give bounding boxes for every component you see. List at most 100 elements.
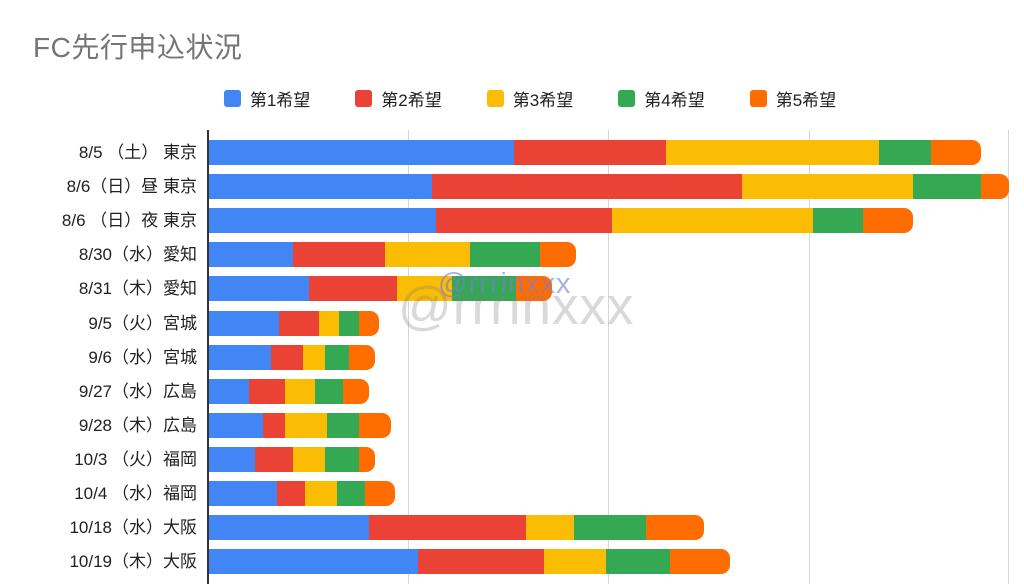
bar-row xyxy=(209,379,1011,404)
category-label: 8/6（日）昼 東京 xyxy=(66,177,197,196)
bar-segment xyxy=(279,311,320,336)
bar-segment xyxy=(930,140,981,165)
bar-row xyxy=(209,174,1011,199)
bar-segment xyxy=(325,345,350,370)
bar-segment xyxy=(209,311,280,336)
bar-segment xyxy=(612,208,813,233)
bar-segment xyxy=(469,242,540,267)
bar-segment xyxy=(209,413,264,438)
bar-segment xyxy=(431,174,743,199)
bar-segment xyxy=(249,379,286,404)
bar-segment xyxy=(573,515,647,540)
bar-row xyxy=(209,276,1011,301)
bar-segment xyxy=(309,276,398,301)
category-labels: 8/5 （土） 東京 8/6（日）昼 東京 8/6 （日）夜 東京 8/30（水）愛知… xyxy=(0,130,197,584)
legend-item-1: 第1希望 xyxy=(223,86,311,111)
bar-segment xyxy=(327,413,360,438)
bar-segment xyxy=(359,413,392,438)
bar-segment xyxy=(209,447,256,472)
bar-segment xyxy=(293,447,326,472)
bar-segment xyxy=(812,208,863,233)
bar-segment xyxy=(325,447,360,472)
bar-segment xyxy=(209,242,294,267)
legend-item-5: 第5希望 xyxy=(749,86,837,111)
bar-segment xyxy=(339,311,360,336)
bar-segment xyxy=(337,481,366,506)
legend-label: 第3希望 xyxy=(512,91,574,110)
bar-segment xyxy=(539,242,576,267)
bar-row xyxy=(209,242,1011,267)
bar-segment xyxy=(365,481,396,506)
category-label: 8/6 （日）夜 東京 xyxy=(61,211,197,230)
bar-segment xyxy=(285,413,328,438)
legend-label: 第5希望 xyxy=(775,91,837,110)
bar-segment xyxy=(878,140,931,165)
gridline xyxy=(608,130,609,584)
bar-segment xyxy=(209,140,514,165)
bar-segment xyxy=(515,276,552,301)
category-label: 8/5 （土） 東京 xyxy=(78,143,197,162)
bar-segment xyxy=(451,276,516,301)
bar-segment xyxy=(285,379,316,404)
bar-segment xyxy=(435,208,612,233)
legend-swatch-icon xyxy=(486,90,504,107)
bar-segment xyxy=(263,413,286,438)
bar-segment xyxy=(293,242,386,267)
y-axis-line xyxy=(207,130,209,584)
bar-row xyxy=(209,515,1011,540)
legend-label: 第4希望 xyxy=(644,91,705,110)
bar-row xyxy=(209,140,1011,165)
category-label: 10/19（木）大阪 xyxy=(69,552,197,571)
bar-segment xyxy=(209,481,278,506)
category-label: 10/4 （水）福岡 xyxy=(74,484,197,503)
legend-item-2: 第2希望 xyxy=(355,86,442,111)
bar-segment xyxy=(670,549,731,574)
bar-segment xyxy=(277,481,306,506)
legend-label: 第2希望 xyxy=(381,91,442,110)
bar-segment xyxy=(209,345,272,370)
legend-swatch-icon xyxy=(749,90,767,107)
legend-swatch-icon xyxy=(355,90,373,107)
legend-swatch-icon xyxy=(223,90,241,107)
bar-segment xyxy=(319,311,340,336)
bar-segment xyxy=(666,140,879,165)
bar-segment xyxy=(742,174,913,199)
bar-segment xyxy=(315,379,344,404)
category-label: 9/28（木）広島 xyxy=(78,416,197,435)
bar-segment xyxy=(862,208,913,233)
bar-segment xyxy=(417,549,544,574)
category-label: 9/5（火）宮城 xyxy=(88,314,197,333)
legend: 第1希望 第2希望 第3希望 第4希望 第5希望 xyxy=(0,86,1024,111)
plot-area xyxy=(207,130,1009,584)
legend-item-3: 第3希望 xyxy=(486,86,574,111)
bar-segment xyxy=(605,549,671,574)
bar-row xyxy=(209,549,1011,574)
bar-segment xyxy=(369,515,526,540)
category-label: 10/18（水）大阪 xyxy=(69,518,197,537)
gridline xyxy=(407,130,409,584)
bar-row xyxy=(209,345,1011,370)
category-label: 9/27（水）広島 xyxy=(78,382,197,401)
legend-label: 第1希望 xyxy=(249,91,311,110)
bar-segment xyxy=(305,481,338,506)
bar-row xyxy=(209,311,1011,336)
bar-segment xyxy=(209,208,436,233)
category-label: 8/31（木）愛知 xyxy=(78,279,197,298)
bar-row xyxy=(209,481,1011,506)
chart-title: FC先行申込状況 xyxy=(33,32,243,63)
bar-segment xyxy=(525,515,574,540)
bar-segment xyxy=(359,447,376,472)
bar-segment xyxy=(646,515,705,540)
gridline xyxy=(808,130,810,584)
bar-segment xyxy=(303,345,326,370)
bar-row xyxy=(209,208,1011,233)
category-label: 8/30（水）愛知 xyxy=(78,245,197,264)
bar-segment xyxy=(397,276,452,301)
bar-segment xyxy=(359,311,380,336)
bar-segment xyxy=(385,242,470,267)
bar-segment xyxy=(271,345,304,370)
bar-row xyxy=(209,413,1011,438)
bar-segment xyxy=(980,174,1009,199)
bar-segment xyxy=(209,549,418,574)
category-label: 10/3 （火）福岡 xyxy=(74,450,197,469)
